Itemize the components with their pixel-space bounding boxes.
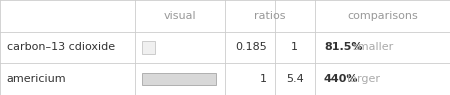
- Text: americium: americium: [7, 74, 67, 84]
- Text: comparisons: comparisons: [347, 11, 418, 21]
- Text: 440%: 440%: [324, 74, 359, 84]
- Text: smaller: smaller: [352, 42, 393, 53]
- Text: ratios: ratios: [254, 11, 286, 21]
- Text: carbon–13 cdioxide: carbon–13 cdioxide: [7, 42, 115, 53]
- Bar: [142, 73, 216, 85]
- Text: visual: visual: [164, 11, 196, 21]
- Text: 81.5%: 81.5%: [324, 42, 363, 53]
- Bar: [142, 42, 155, 53]
- Text: larger: larger: [347, 74, 380, 84]
- Text: 5.4: 5.4: [286, 74, 304, 84]
- Text: 1: 1: [291, 42, 298, 53]
- Text: 0.185: 0.185: [235, 42, 267, 53]
- Text: 1: 1: [260, 74, 267, 84]
